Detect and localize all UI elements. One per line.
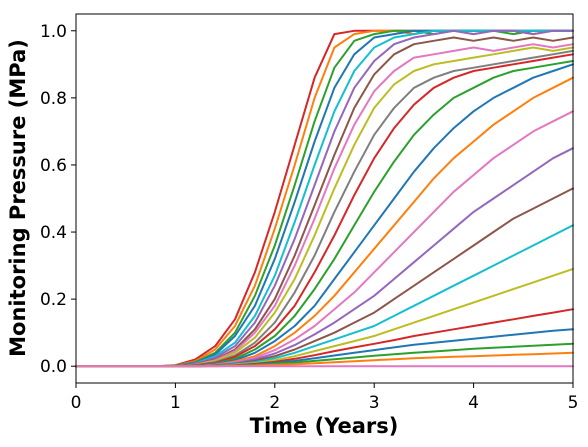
series-line-17	[75, 187, 574, 368]
x-axis: 0 1 2 3 4 5	[71, 383, 579, 413]
x-tick-label: 4	[468, 393, 479, 413]
y-axis: 0.0 0.2 0.4 0.6 0.8 1.0	[40, 22, 76, 377]
plot-lines	[75, 29, 574, 368]
y-tick-label: 0.6	[40, 156, 67, 176]
series-line-2	[75, 29, 574, 368]
y-tick-label: 0.0	[40, 357, 67, 377]
y-axis-title: Monitoring Pressure (MPa)	[6, 39, 30, 357]
x-axis-title: Time (Years)	[250, 414, 399, 438]
plot-frame	[75, 13, 574, 384]
x-tick-label: 3	[369, 393, 380, 413]
series-line-18	[75, 224, 574, 368]
y-tick-label: 0.2	[40, 290, 67, 310]
x-tick-label: 2	[269, 393, 280, 413]
x-tick-label: 5	[568, 393, 579, 413]
series-line-4	[75, 29, 574, 368]
x-tick-label: 0	[71, 393, 82, 413]
series-line-5	[75, 29, 574, 368]
series-line-6	[75, 29, 574, 368]
series-line-3	[75, 29, 574, 368]
y-tick-label: 1.0	[40, 22, 67, 42]
x-tick-label: 1	[170, 393, 181, 413]
y-tick-label: 0.8	[40, 89, 67, 109]
y-tick-label: 0.4	[40, 223, 67, 243]
series-line-14	[75, 76, 574, 368]
series-line-1	[75, 29, 574, 368]
